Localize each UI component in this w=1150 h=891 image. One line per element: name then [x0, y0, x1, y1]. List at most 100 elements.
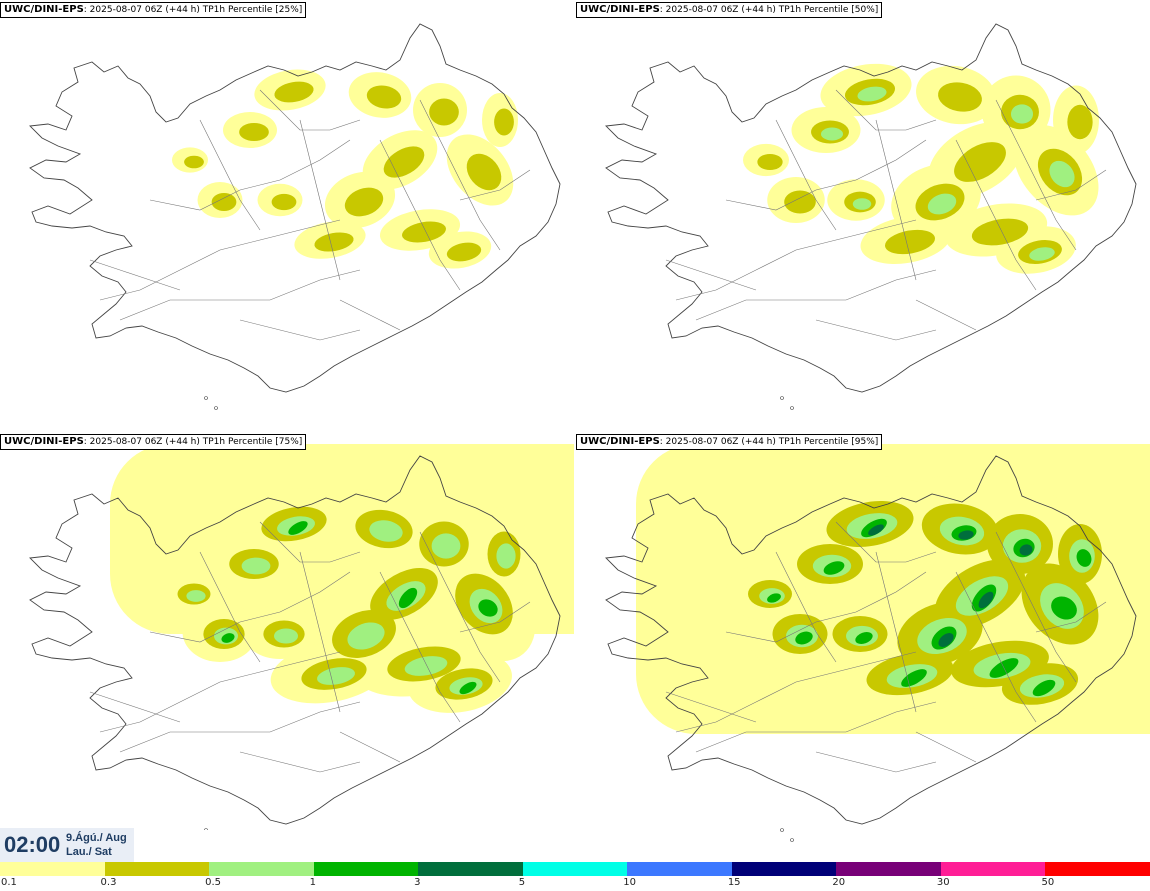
road-line: [259, 521, 361, 563]
precip-blob: [971, 218, 1029, 246]
legend-swatch: [1045, 862, 1150, 876]
precip-blob: [1010, 104, 1034, 124]
precip-layer: [172, 69, 518, 269]
precip-blob: [938, 632, 954, 648]
road-line: [379, 571, 461, 723]
road-line: [149, 139, 351, 211]
road-line: [725, 571, 927, 643]
precip-map: [29, 444, 574, 830]
precip-blob: [1019, 544, 1033, 556]
legend-swatch: [313, 862, 419, 876]
coastline: [29, 23, 561, 393]
precip-map: [29, 23, 561, 410]
precip-blob: [241, 557, 271, 575]
road-line: [259, 89, 361, 131]
road-line: [299, 551, 341, 713]
road-line: [149, 571, 351, 643]
road-line: [955, 571, 1037, 723]
run-info: 2025-08-07 06Z (+44 h) TP1h Percentile: [665, 437, 849, 447]
percentile-label: [25%]: [275, 5, 303, 15]
road-line: [665, 691, 757, 723]
precip-layer: [743, 63, 1099, 274]
precip-blob: [366, 85, 402, 109]
road-line: [875, 551, 917, 713]
precip-blob: [317, 667, 355, 685]
road-line: [955, 139, 1037, 291]
panel-title: UWC/DINI-EPS: 2025-08-07 06Z (+44 h) TP1…: [576, 2, 883, 18]
legend-label: 1: [309, 877, 316, 888]
precip-blob: [221, 633, 235, 643]
precip-blob: [757, 153, 783, 171]
coastline: [605, 23, 1137, 393]
island: [214, 406, 218, 410]
road-line: [835, 521, 937, 563]
legend-labels: 0.1 0.3 0.5 1 3 5 10 15 20 30 50: [0, 877, 1150, 891]
legend-label: 0.1: [1, 877, 17, 888]
legend-swatch: [209, 862, 314, 876]
precip-blob: [823, 561, 845, 575]
road-line: [725, 139, 927, 211]
precip-blob: [404, 656, 448, 676]
road-line: [995, 99, 1077, 251]
valid-date: 9.Ágú./ Aug Lau./ Sat: [66, 831, 127, 859]
percentile-label: [95%]: [851, 437, 879, 447]
legend-label: 0.5: [205, 877, 221, 888]
run-info: 2025-08-07 06Z (+44 h) TP1h Percentile: [89, 5, 273, 15]
legend-label: 10: [623, 877, 636, 888]
precip-blob: [1029, 247, 1055, 261]
precip-blob: [459, 681, 477, 695]
precip-blob: [795, 631, 813, 645]
precip-blob: [954, 142, 1006, 182]
model-name: UWC/DINI-EPS: [580, 4, 660, 15]
precip-layer: [636, 444, 1150, 734]
precip-blob: [885, 229, 935, 255]
legend-label: 0.3: [100, 877, 117, 888]
road-line: [459, 169, 531, 201]
model-name: UWC/DINI-EPS: [580, 436, 660, 447]
road-line: [695, 701, 937, 753]
road-line: [199, 119, 261, 231]
panel-title: UWC/DINI-EPS: 2025-08-07 06Z (+44 h) TP1…: [0, 2, 307, 18]
precip-blob: [784, 190, 816, 214]
road-line: [99, 651, 341, 733]
road-line: [665, 259, 757, 291]
legend-swatch: [418, 862, 523, 876]
road-line: [419, 99, 501, 251]
percentile-label: [50%]: [851, 5, 879, 15]
precip-blob: [1051, 596, 1077, 620]
island: [780, 828, 784, 832]
road-line: [915, 731, 977, 763]
run-info: 2025-08-07 06Z (+44 h) TP1h Percentile: [665, 5, 849, 15]
road-line: [1035, 169, 1107, 201]
valid-date-line2: Lau./ Sat: [66, 846, 112, 858]
panel-title: UWC/DINI-EPS: 2025-08-07 06Z (+44 h) TP1…: [0, 434, 307, 450]
precip-blob: [383, 146, 425, 178]
legend-color-bar: [0, 862, 1150, 876]
precip-blob: [184, 155, 204, 169]
road-line: [419, 531, 501, 683]
precip-blob: [868, 524, 884, 536]
legend-swatch: [104, 862, 210, 876]
precip-blob: [271, 193, 297, 211]
valid-time: 02:00: [4, 832, 61, 857]
precip-map: [605, 23, 1137, 410]
precip-blob: [927, 193, 957, 215]
island: [204, 828, 208, 830]
road-line: [119, 701, 361, 753]
valid-time-box: 02:00 9.Ágú./ Aug Lau./ Sat: [0, 828, 134, 862]
precip-blob: [496, 543, 516, 569]
precip-blob: [767, 593, 781, 603]
precip-blob: [1049, 160, 1075, 188]
precip-blob: [958, 530, 974, 540]
road-line: [1035, 601, 1107, 633]
road-line: [995, 531, 1077, 683]
legend-label: 3: [414, 877, 421, 888]
road-line: [239, 319, 361, 341]
road-line: [99, 219, 341, 301]
precip-blob: [431, 533, 461, 559]
precip-map: [605, 444, 1150, 842]
island: [790, 406, 794, 410]
precip-blob: [852, 198, 872, 210]
road-line: [675, 651, 917, 733]
map-panel-p50: UWC/DINI-EPS: 2025-08-07 06Z (+44 h) TP1…: [576, 0, 1150, 430]
